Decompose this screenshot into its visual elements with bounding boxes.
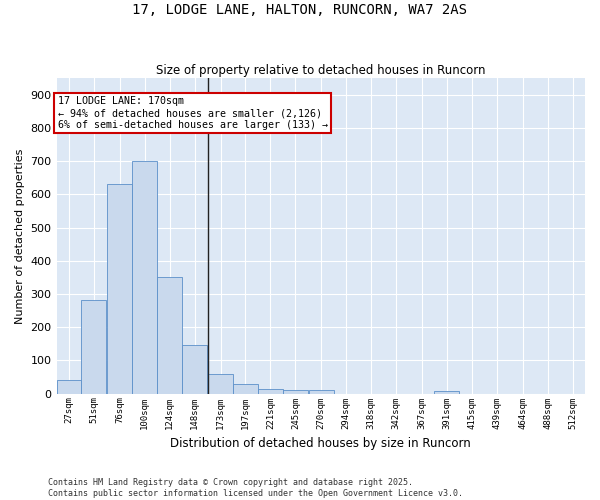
Bar — [182, 346, 207, 394]
Bar — [283, 390, 308, 394]
Text: 17 LODGE LANE: 170sqm
← 94% of detached houses are smaller (2,126)
6% of semi-de: 17 LODGE LANE: 170sqm ← 94% of detached … — [58, 96, 328, 130]
Bar — [133, 161, 157, 394]
Bar — [309, 390, 334, 394]
Y-axis label: Number of detached properties: Number of detached properties — [15, 148, 25, 324]
Bar — [56, 380, 82, 394]
Text: 17, LODGE LANE, HALTON, RUNCORN, WA7 2AS: 17, LODGE LANE, HALTON, RUNCORN, WA7 2AS — [133, 2, 467, 16]
Bar — [82, 300, 106, 394]
Bar — [434, 391, 460, 394]
Bar — [208, 374, 233, 394]
Bar — [107, 184, 133, 394]
X-axis label: Distribution of detached houses by size in Runcorn: Distribution of detached houses by size … — [170, 437, 471, 450]
Bar — [233, 384, 258, 394]
Bar — [157, 278, 182, 394]
Text: Contains HM Land Registry data © Crown copyright and database right 2025.
Contai: Contains HM Land Registry data © Crown c… — [48, 478, 463, 498]
Title: Size of property relative to detached houses in Runcorn: Size of property relative to detached ho… — [156, 64, 485, 77]
Bar — [258, 388, 283, 394]
